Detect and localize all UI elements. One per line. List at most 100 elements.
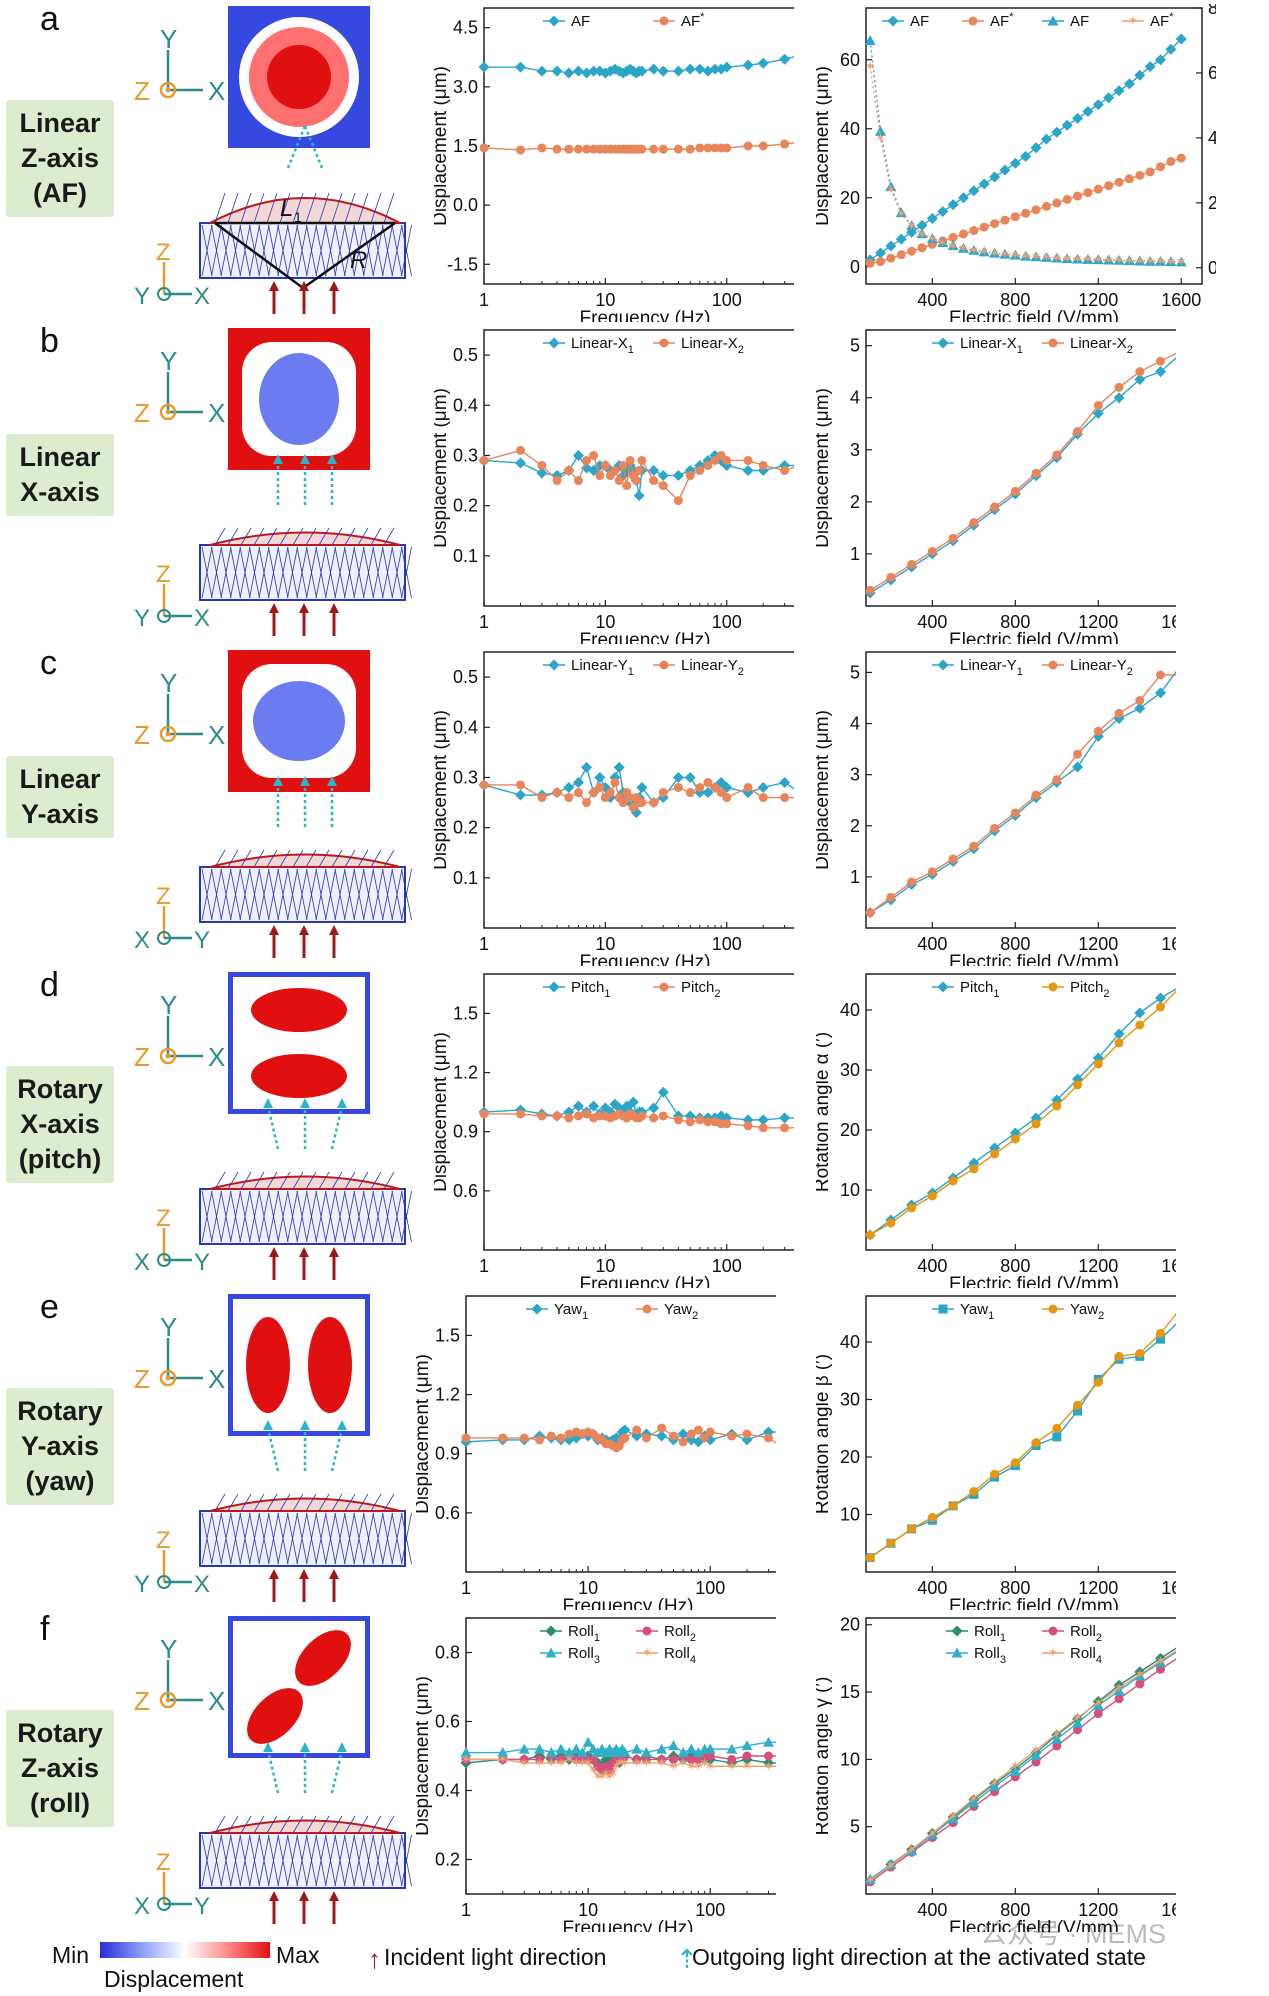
data-point bbox=[658, 1111, 668, 1121]
data-point bbox=[595, 782, 605, 792]
incident-arrow-icon: ↑ bbox=[368, 1944, 381, 1974]
data-point bbox=[1073, 749, 1083, 759]
data-point bbox=[572, 1100, 584, 1112]
mesh-line bbox=[240, 1815, 252, 1834]
series-1 bbox=[479, 445, 794, 506]
panel-row-c: c Linear Y-axis Y Z X Z X Y bbox=[0, 644, 1269, 966]
series-line bbox=[869, 670, 1176, 914]
data-point bbox=[1092, 407, 1104, 419]
x-axis-label: Frequency (Hz) bbox=[580, 630, 711, 644]
data-point bbox=[695, 782, 705, 792]
data-point bbox=[519, 1754, 529, 1764]
series-line bbox=[869, 352, 1176, 591]
data-point bbox=[1010, 1134, 1020, 1144]
data-point bbox=[460, 1747, 472, 1758]
data-point bbox=[497, 1747, 509, 1758]
data-point bbox=[1082, 253, 1094, 264]
actuator-mesh-model bbox=[199, 527, 412, 601]
data-point bbox=[1072, 112, 1084, 124]
mesh-line bbox=[214, 1493, 226, 1512]
data-point bbox=[1072, 761, 1084, 773]
legend-swatch-marker bbox=[968, 16, 978, 26]
panel-row-f: f Rotary Z-axis (roll) Y Z X Z X Y bbox=[0, 1610, 1269, 1932]
incident-arrow-head bbox=[299, 1247, 309, 1257]
data-point bbox=[610, 466, 620, 476]
panel-letter: d bbox=[40, 966, 59, 1004]
incident-arrow-head bbox=[329, 1247, 339, 1257]
plot-frame bbox=[483, 329, 794, 607]
axis-label-out: Y bbox=[134, 605, 150, 632]
data-point bbox=[1051, 1733, 1063, 1744]
series-1 bbox=[865, 352, 1176, 595]
data-point bbox=[1135, 1349, 1145, 1358]
outgoing-arrow bbox=[330, 1105, 344, 1150]
mesh-line bbox=[287, 1834, 298, 1887]
axis-origin-icon bbox=[159, 1369, 177, 1387]
data-point bbox=[570, 1743, 582, 1754]
outgoing-light-arrows bbox=[273, 454, 337, 505]
actuator-mesh-model bbox=[199, 1493, 412, 1567]
outgoing-light-arrows bbox=[273, 776, 337, 827]
y-tick-label: 60 bbox=[840, 50, 860, 70]
mesh-line bbox=[227, 1171, 239, 1190]
mesh-line bbox=[344, 546, 355, 599]
mesh-line bbox=[372, 1512, 384, 1565]
data-point bbox=[1155, 54, 1167, 66]
data-point bbox=[1144, 255, 1156, 266]
data-point bbox=[564, 1429, 574, 1439]
mesh-line bbox=[344, 224, 355, 277]
outgoing-arrow-head bbox=[263, 1742, 273, 1752]
heatmap-peak bbox=[253, 681, 345, 761]
mesh-line bbox=[253, 527, 265, 546]
mesh-line bbox=[201, 868, 213, 921]
data-point bbox=[1156, 1002, 1166, 1012]
mesh-line bbox=[372, 868, 384, 921]
data-point bbox=[588, 1100, 600, 1112]
data-point bbox=[640, 1747, 652, 1758]
legend-entry-label: Roll1 bbox=[974, 1623, 1006, 1644]
data-point bbox=[610, 777, 620, 787]
mesh-line bbox=[292, 527, 304, 546]
mesh-line bbox=[292, 1493, 304, 1512]
outgoing-arrow-head bbox=[300, 1742, 310, 1752]
data-point bbox=[722, 455, 732, 465]
data-point bbox=[917, 243, 927, 253]
data-point: ✶ bbox=[1114, 254, 1125, 269]
data-point bbox=[1156, 670, 1166, 680]
x-tick-label: 10 bbox=[595, 612, 615, 632]
axis-origin-icon bbox=[157, 1575, 171, 1589]
data-point bbox=[631, 476, 641, 486]
data-point bbox=[633, 490, 645, 502]
x-tick-label: 1600 bbox=[1161, 1578, 1176, 1598]
mesh-line bbox=[214, 1171, 226, 1190]
mesh-line bbox=[230, 1512, 241, 1565]
data-point bbox=[1061, 119, 1073, 131]
y-tick-label: 1.2 bbox=[435, 1385, 460, 1405]
y-tick-label: 20 bbox=[840, 1615, 860, 1635]
axis-origin-dot bbox=[165, 1053, 171, 1059]
axes-icon-top: YZ X bbox=[134, 352, 225, 428]
data-point bbox=[886, 1538, 896, 1548]
mesh-line bbox=[249, 868, 260, 921]
mesh-line bbox=[344, 1171, 356, 1190]
data-point bbox=[628, 803, 638, 813]
data-point: ✶ bbox=[726, 1759, 737, 1774]
x-tick-label: 10 bbox=[595, 290, 615, 310]
x-tick-label: 1600 bbox=[1161, 934, 1176, 954]
y-tick-label: 0.3 bbox=[453, 445, 478, 465]
data-point bbox=[552, 144, 562, 154]
panel-row-d: d Rotary X-axis (pitch) Y Z X Z X Y bbox=[0, 966, 1269, 1288]
data-point bbox=[573, 1111, 583, 1121]
mesh-line bbox=[370, 1815, 382, 1834]
data-point bbox=[947, 240, 959, 251]
axis-origin-dot bbox=[165, 87, 171, 93]
mesh-dome bbox=[209, 1819, 401, 1834]
data-point: ✶ bbox=[1155, 255, 1166, 270]
data-point bbox=[478, 61, 490, 73]
mesh-line bbox=[401, 1834, 412, 1887]
data-point bbox=[1009, 157, 1021, 169]
data-point bbox=[673, 1115, 683, 1125]
data-point: ✶ bbox=[1103, 253, 1114, 268]
data-point bbox=[589, 144, 599, 154]
data-point bbox=[537, 460, 547, 470]
